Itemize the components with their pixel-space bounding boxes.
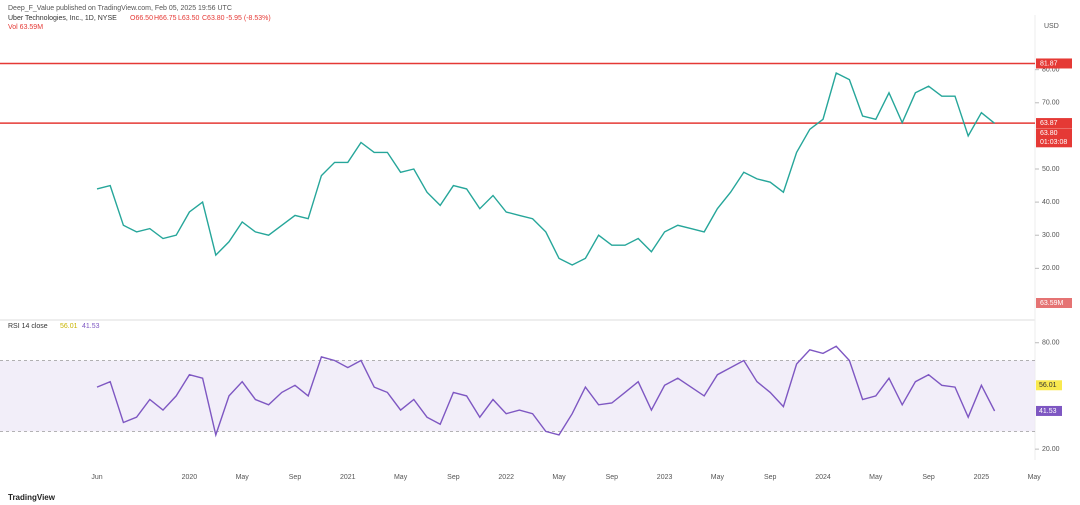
x-tick-label: 2023: [657, 474, 673, 481]
level-tag: [1036, 58, 1072, 69]
volume-value: 63.59M: [1040, 300, 1064, 307]
rsi-band: [0, 360, 1035, 432]
rsi-tag-label: 41.53: [1039, 408, 1057, 415]
x-tick-label: Sep: [606, 474, 619, 481]
x-tick-label: May: [869, 474, 883, 481]
x-tick-label: Sep: [289, 474, 302, 481]
y-tick-label: 80.00: [1042, 340, 1060, 347]
x-tick-label: 2021: [340, 474, 356, 481]
series-line: [96, 71, 996, 266]
y-tick-label: 20.00: [1042, 446, 1060, 453]
x-tick-label: May: [711, 474, 725, 481]
x-tick-label: Sep: [922, 474, 935, 481]
y-tick-label: 50.00: [1042, 166, 1060, 173]
level-tag: [1036, 118, 1072, 129]
last-price-label: 63.80: [1040, 130, 1058, 137]
rsi-tag: [1036, 380, 1062, 391]
rsi-legend-value: 41.53: [82, 323, 100, 330]
countdown: 01:03:08: [1040, 139, 1067, 146]
rsi-legend-value: 56.01: [60, 323, 78, 330]
volume-label: Vol 63.59M: [8, 24, 43, 31]
y-tick-label: 20.00: [1042, 265, 1060, 272]
header: Deep_F_Value published on TradingView.co…: [8, 5, 232, 12]
y-tick-label: 70.00: [1042, 100, 1060, 107]
ohlc-value: H66.75: [154, 15, 177, 22]
logo: TradingView: [8, 493, 56, 502]
x-tick-label: Sep: [447, 474, 460, 481]
x-tick-label: 2022: [498, 474, 514, 481]
ohlc-value: L63.50: [178, 15, 200, 22]
x-tick-label: May: [236, 474, 250, 481]
x-tick-label: 2025: [974, 474, 990, 481]
rsi-title: RSI 14 close: [8, 323, 48, 330]
x-tick-label: May: [1028, 474, 1042, 481]
ohlc-value: -5.95 (-8.53%): [226, 15, 271, 22]
series-line: [96, 345, 996, 438]
volume-tag: [1036, 298, 1072, 308]
x-tick-label: 2020: [182, 474, 198, 481]
ohlc-value: C63.80: [202, 15, 225, 22]
currency: USD: [1044, 23, 1059, 30]
x-tick-label: Sep: [764, 474, 777, 481]
x-tick-label: Jun: [91, 474, 102, 481]
y-tick-label: 80.00: [1042, 67, 1060, 74]
rsi-tag-label: 56.01: [1039, 382, 1057, 389]
level-label: 63.87: [1040, 120, 1058, 127]
ohlc-value: O66.50: [130, 15, 153, 22]
rsi-tag: [1036, 405, 1062, 416]
x-tick-label: May: [552, 474, 566, 481]
symbol-title: Uber Technologies, Inc., 1D, NYSE: [8, 15, 117, 22]
last-price-tag: [1036, 128, 1072, 148]
level-label: 81.87: [1040, 60, 1058, 67]
y-tick-label: 30.00: [1042, 232, 1060, 239]
x-tick-label: 2024: [815, 474, 831, 481]
x-tick-label: May: [394, 474, 408, 481]
y-tick-label: 40.00: [1042, 199, 1060, 206]
